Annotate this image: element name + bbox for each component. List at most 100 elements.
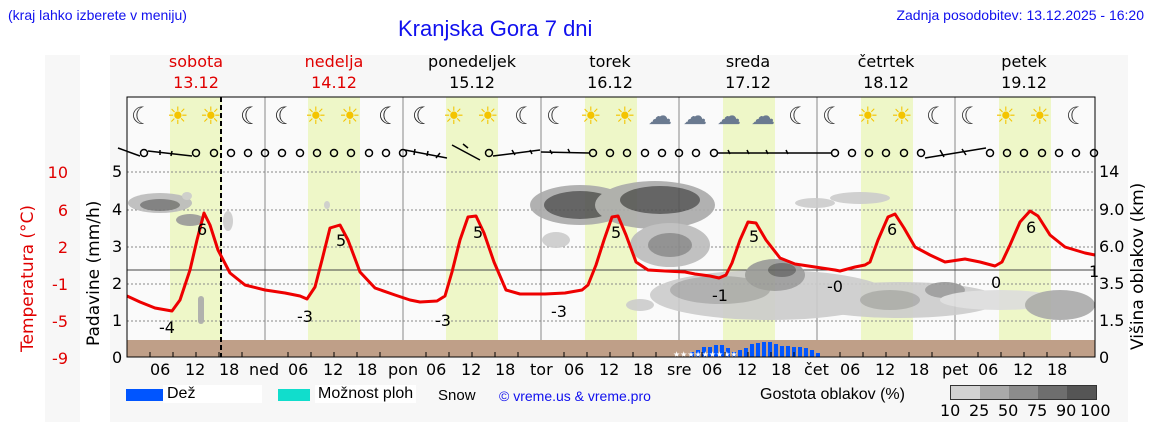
moon-rain-icon: ☾: [788, 102, 810, 130]
svg-text:-3: -3: [297, 307, 313, 326]
day-date: 13.12: [173, 73, 219, 92]
wind-row: [117, 143, 1099, 161]
x-tick: čet: [804, 360, 829, 379]
svg-text:-1: -1: [712, 286, 728, 305]
precipitation-bars: [690, 342, 820, 357]
snow-stars: ★★★★★★★★★: [673, 350, 738, 359]
daylight-bands: [170, 97, 1051, 340]
last-updated: Zadnja posodobitev: 13.12.2025 - 16:20: [896, 7, 1144, 23]
x-tick: pet: [942, 360, 969, 379]
x-tick: 18: [909, 360, 930, 379]
svg-text:-4: -4: [159, 318, 175, 337]
cloud-height-tick: 6.0: [1099, 237, 1125, 256]
cloud-height-tick: 1.5: [1099, 311, 1125, 330]
wind-barb-icon: [117, 143, 987, 161]
density-tick: 10: [940, 401, 961, 420]
cloud-height-tick: 9.0: [1099, 200, 1125, 219]
precipitation-axis-label: Padavine (mm/h): [84, 200, 104, 346]
precip-tick: 2: [112, 274, 123, 293]
moon-cloud-icon: ☾: [546, 102, 568, 130]
temp-tick: -5: [52, 312, 68, 331]
temp-tick: -9: [52, 349, 68, 368]
x-tick: ned: [249, 360, 280, 379]
x-tick: 18: [771, 360, 792, 379]
x-tick: 12: [737, 360, 758, 379]
svg-text:-3: -3: [551, 302, 567, 321]
weather-icons: ☾ ☀ ☀ ☾ ☾ ☀ ☀ ☾ ☾ ☀ ☀ ☾ ☾ ☀ ☀ ☁ ☁ ☁ ☁ ☾ …: [131, 102, 1088, 130]
density-scale: [950, 385, 1097, 400]
ground-band: [127, 340, 1095, 357]
svg-text:0: 0: [991, 273, 1001, 292]
x-tick: 06: [840, 360, 861, 379]
cloud-cover: [128, 181, 1095, 324]
x-tick: tor: [530, 360, 553, 379]
moon-cloud-icon: ☾: [1066, 102, 1088, 130]
location-hint: (kraj lahko izberete v meniju): [8, 7, 187, 23]
sun-cloud-icon: ☀: [167, 102, 189, 130]
precip-tick: 4: [112, 200, 123, 219]
x-tick: 06: [426, 360, 447, 379]
sun-cloud-icon: ☀: [891, 102, 913, 130]
moon-cloud-icon: ☾: [514, 102, 536, 130]
x-tick: 18: [1047, 360, 1068, 379]
calm-wind-icon: [139, 148, 1099, 158]
sun-icon: ☀: [305, 102, 327, 130]
x-tick: 06: [702, 360, 723, 379]
temp-tick: -1: [52, 275, 68, 294]
hour-ticks: [149, 352, 1071, 357]
density-tick: 100: [1080, 401, 1111, 420]
moon-rain-icon: ☾: [822, 102, 844, 130]
svg-text:5: 5: [611, 223, 621, 242]
density-tick: 75: [1027, 401, 1048, 420]
svg-text:6: 6: [887, 220, 897, 239]
copyright-link[interactable]: © vreme.us & vreme.pro: [499, 388, 651, 404]
sun-cloud-icon: ☀: [995, 102, 1017, 130]
day-date: 14.12: [311, 73, 357, 92]
cloud-height-tick: 3.5: [1099, 274, 1125, 293]
day-name: torek: [589, 52, 631, 71]
day-date: 19.12: [1001, 73, 1047, 92]
day-name: četrtek: [857, 52, 915, 71]
sun-icon: ☀: [477, 102, 499, 130]
x-tick: sre: [667, 360, 692, 379]
x-tick: 12: [323, 360, 344, 379]
density-tick: 50: [998, 401, 1019, 420]
x-tick: 18: [219, 360, 240, 379]
day-name: nedelja: [304, 52, 364, 71]
moon-icon: ☾: [412, 102, 434, 130]
x-tick: 18: [495, 360, 516, 379]
x-tick: 18: [633, 360, 654, 379]
sun-cloud-icon: ☀: [614, 102, 636, 130]
snow-legend-label: Snow: [438, 387, 476, 404]
x-tick: pon: [388, 360, 419, 379]
day-name: petek: [1001, 52, 1047, 71]
svg-text:5: 5: [336, 231, 346, 250]
cloud-height-tick: 0: [1099, 348, 1110, 367]
precip-tick: 0: [112, 348, 123, 367]
x-tick: 12: [1013, 360, 1034, 379]
showers-legend-label: Možnost ploh: [315, 385, 417, 403]
sun-cloud-icon: ☀: [857, 102, 879, 130]
sun-cloud-icon: ☀: [1029, 102, 1051, 130]
sun-cloud-icon: ☀: [580, 102, 602, 130]
density-tick: 25: [969, 401, 990, 420]
rain-swatch: [126, 389, 174, 401]
precip-tick: 5: [112, 162, 123, 181]
x-tick: 06: [978, 360, 999, 379]
moon-icon: ☾: [378, 102, 400, 130]
temp-labels: -4 6 -3 5 -3 5 -3 5 -1 5 -0 6 0 6: [159, 218, 1036, 337]
day-date: 17.12: [725, 73, 771, 92]
day-date: 18.12: [863, 73, 909, 92]
svg-text:5: 5: [473, 223, 483, 242]
day-date: 15.12: [449, 73, 495, 92]
sun-icon: ☀: [339, 102, 361, 130]
zero-line-marker: 1: [1089, 262, 1100, 281]
x-tick: 06: [564, 360, 585, 379]
sun-cloud-icon: ☀: [200, 102, 222, 130]
temperature-line: [126, 209, 1096, 313]
svg-text:-0: -0: [827, 277, 843, 296]
moon-cloud-icon: ☾: [960, 102, 982, 130]
temperature-axis-panel: [45, 55, 80, 422]
svg-text:-3: -3: [435, 311, 451, 330]
